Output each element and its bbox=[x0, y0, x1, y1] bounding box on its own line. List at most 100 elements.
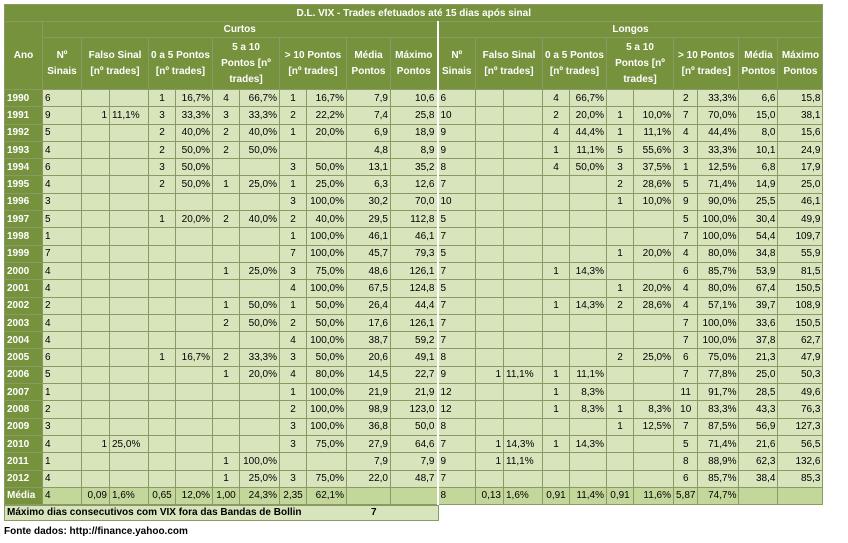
cell-curtos: 50,0% bbox=[239, 296, 280, 315]
cell-longos: 37,8 bbox=[738, 331, 779, 350]
cell-curtos: 9 bbox=[42, 106, 82, 125]
cell-longos: 25,0% bbox=[633, 348, 674, 367]
year-cell: 1993 bbox=[4, 140, 43, 160]
cell-curtos bbox=[175, 313, 213, 333]
cell-longos: 1 bbox=[542, 261, 570, 281]
cell-curtos bbox=[175, 261, 213, 281]
cell-curtos: 24,3% bbox=[239, 486, 280, 505]
cell-curtos: 6 bbox=[42, 348, 82, 367]
table-row: 2007 1 1 100,0% 21,9 21,9 12 1 8,3% 11 91,7% 28,5 49… bbox=[4, 383, 824, 402]
cell-longos: 33,6 bbox=[738, 313, 779, 333]
cell-curtos bbox=[148, 331, 176, 350]
cell-longos: 14,3% bbox=[569, 261, 607, 281]
header-maximo-longos: Máximo Pontos bbox=[777, 37, 824, 90]
cell-curtos: 4 bbox=[212, 88, 240, 108]
cell-curtos bbox=[148, 227, 176, 246]
year-cell: 2004 bbox=[4, 331, 43, 350]
cell-longos bbox=[542, 192, 570, 212]
cell-curtos: 3 bbox=[279, 434, 307, 454]
cell-longos bbox=[777, 486, 824, 505]
cell-curtos: 14,5 bbox=[346, 365, 391, 385]
cell-longos bbox=[475, 175, 504, 194]
cell-curtos: 1 bbox=[212, 469, 240, 488]
cell-longos: 5 bbox=[672, 175, 699, 194]
cell-longos bbox=[542, 175, 570, 194]
cell-curtos: 6,9 bbox=[346, 123, 391, 142]
cell-longos: 12,5% bbox=[633, 417, 674, 436]
table-row: 2004 4 4 100,0% 38,7 59,2 7 7 100,0% 37,8 62,7 bbox=[4, 331, 824, 350]
cell-curtos: 5 bbox=[42, 365, 82, 385]
cell-curtos: 98,9 bbox=[346, 400, 391, 419]
cell-curtos: 25,8 bbox=[390, 106, 438, 125]
cell-longos bbox=[503, 192, 543, 212]
cell-curtos: 1 bbox=[279, 227, 307, 246]
cell-longos: 67,4 bbox=[738, 279, 779, 298]
cell-longos: 1 bbox=[606, 417, 634, 436]
cell-curtos: 1 bbox=[212, 296, 240, 315]
cell-longos: 1 bbox=[542, 383, 570, 402]
cell-curtos: 6 bbox=[42, 88, 82, 108]
cell-longos: 28,5 bbox=[738, 383, 779, 402]
cell-curtos: 17,6 bbox=[346, 313, 391, 333]
cell-curtos bbox=[81, 452, 110, 471]
table-row: 2003 4 2 50,0% 2 50,0% 17,6 126,1 7 7 100,0% 33,6 15… bbox=[4, 313, 824, 333]
cell-curtos: 16,7% bbox=[175, 88, 213, 108]
cell-longos bbox=[606, 313, 634, 333]
cell-longos: 5 bbox=[436, 210, 476, 229]
cell-curtos bbox=[109, 88, 149, 108]
cell-longos: 108,9 bbox=[777, 296, 824, 315]
cell-curtos: 25,0% bbox=[239, 469, 280, 488]
cell-longos: 11,4% bbox=[569, 486, 607, 505]
cell-curtos: 33,3% bbox=[175, 106, 213, 125]
cell-curtos bbox=[81, 123, 110, 142]
table-row: 2006 5 1 20,0% 4 80,0% 14,5 22,7 9 1 11,1% 1 11,1% 7 7… bbox=[4, 365, 824, 385]
cell-curtos bbox=[212, 400, 240, 419]
cell-curtos: 4 bbox=[42, 279, 82, 298]
cell-longos: 20,0% bbox=[633, 244, 674, 263]
cell-longos bbox=[503, 175, 543, 194]
cell-longos bbox=[503, 469, 543, 488]
cell-longos bbox=[569, 192, 607, 212]
cell-curtos: 3 bbox=[279, 417, 307, 436]
cell-longos bbox=[542, 227, 570, 246]
year-cell: 1990 bbox=[4, 88, 43, 108]
year-cell: 2001 bbox=[4, 279, 43, 298]
cell-curtos: 26,4 bbox=[346, 296, 391, 315]
cell-longos: 5 bbox=[606, 140, 634, 160]
year-cell: 1991 bbox=[4, 106, 43, 125]
cell-curtos: 20,0% bbox=[175, 210, 213, 229]
cell-longos: 10 bbox=[436, 106, 476, 125]
cell-curtos bbox=[239, 158, 280, 177]
cell-curtos bbox=[81, 261, 110, 281]
cell-longos: 9 bbox=[672, 192, 699, 212]
header-media-curtos: Média Pontos bbox=[346, 37, 391, 90]
cell-curtos: 49,1 bbox=[390, 348, 438, 367]
table-row: 2005 6 1 16,7% 2 33,3% 3 50,0% 20,6 49,1 8 2 25,0% 6 7… bbox=[4, 348, 824, 367]
cell-longos: 54,4 bbox=[738, 227, 779, 246]
cell-curtos bbox=[109, 296, 149, 315]
year-cell: 2010 bbox=[4, 434, 43, 454]
cell-curtos bbox=[109, 383, 149, 402]
cell-curtos: 2 bbox=[279, 400, 307, 419]
cell-longos: 3 bbox=[672, 140, 699, 160]
cell-longos bbox=[633, 331, 674, 350]
cell-longos: 44,4% bbox=[569, 123, 607, 142]
table-row: 1993 4 2 50,0% 2 50,0% 4,8 8,9 9 1 11,1% 5 55,6% 3 33,… bbox=[4, 140, 824, 160]
cell-longos: 12 bbox=[436, 400, 476, 419]
cell-longos: 85,7% bbox=[697, 469, 740, 488]
cell-longos bbox=[503, 279, 543, 298]
cell-longos bbox=[475, 88, 504, 108]
cell-longos: 6 bbox=[672, 348, 699, 367]
cell-longos: 7 bbox=[672, 227, 699, 246]
cell-curtos bbox=[175, 469, 213, 488]
cell-longos: 8 bbox=[436, 158, 476, 177]
cell-longos: 43,3 bbox=[738, 400, 779, 419]
cell-longos bbox=[569, 417, 607, 436]
cell-curtos: 44,4 bbox=[390, 296, 438, 315]
cell-longos bbox=[569, 348, 607, 367]
cell-longos: 1 bbox=[606, 400, 634, 419]
cell-curtos bbox=[109, 140, 149, 160]
cell-longos: 74,7% bbox=[697, 486, 740, 505]
cell-longos: 1 bbox=[542, 400, 570, 419]
cell-longos: 6 bbox=[672, 469, 699, 488]
